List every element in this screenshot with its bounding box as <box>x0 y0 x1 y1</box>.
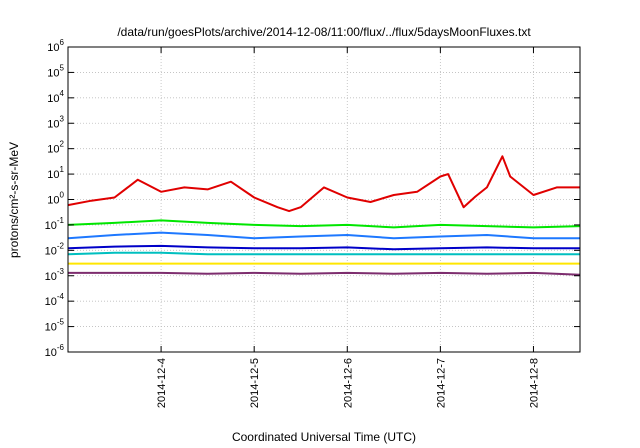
y-tick-label: 101 <box>47 165 64 181</box>
chart-title: /data/run/goesPlots/archive/2014-12-08/1… <box>117 25 531 39</box>
y-tick-label: 10-4 <box>45 292 65 308</box>
series-line <box>67 244 580 251</box>
x-tick-label: 2014-12-6 <box>342 358 354 408</box>
y-tick-label: 104 <box>47 89 64 105</box>
y-tick-label: 102 <box>47 140 64 156</box>
y-tick-label: 106 <box>47 38 64 54</box>
y-tick-label: 100 <box>47 191 64 207</box>
series-line <box>67 219 581 229</box>
y-tick-label: 10-1 <box>45 216 65 232</box>
y-tick-label: 10-6 <box>45 343 65 359</box>
series-line <box>67 155 580 213</box>
x-tick-label: 2014-12-4 <box>156 358 168 408</box>
y-tick-label: 10-3 <box>45 267 65 283</box>
y-tick-label: 10-2 <box>45 241 65 257</box>
x-tick-label: 2014-12-7 <box>435 358 447 408</box>
y-tick-label: 10-5 <box>45 318 65 334</box>
x-axis-label: Coordinated Universal Time (UTC) <box>232 430 416 444</box>
y-axis: 10-6 10-5 10-4 10-3 10-2 10-1 100 101 102 103 104 1… <box>45 38 580 359</box>
x-axis: 2014-12-4 2014-12-5 2014-12-6 2014-12-7 2014… <box>156 47 540 408</box>
grid-layer <box>68 47 580 352</box>
series-line <box>67 251 580 256</box>
y-axis-label: protons/cm²-s-sr-MeV <box>7 142 21 258</box>
series-line <box>68 271 581 276</box>
y-tick-label: 105 <box>47 63 64 79</box>
x-tick-label: 2014-12-8 <box>528 358 540 408</box>
series-layer <box>67 155 581 276</box>
y-tick-label: 103 <box>47 114 64 130</box>
x-tick-label: 2014-12-5 <box>249 358 261 408</box>
series-line <box>67 231 580 240</box>
